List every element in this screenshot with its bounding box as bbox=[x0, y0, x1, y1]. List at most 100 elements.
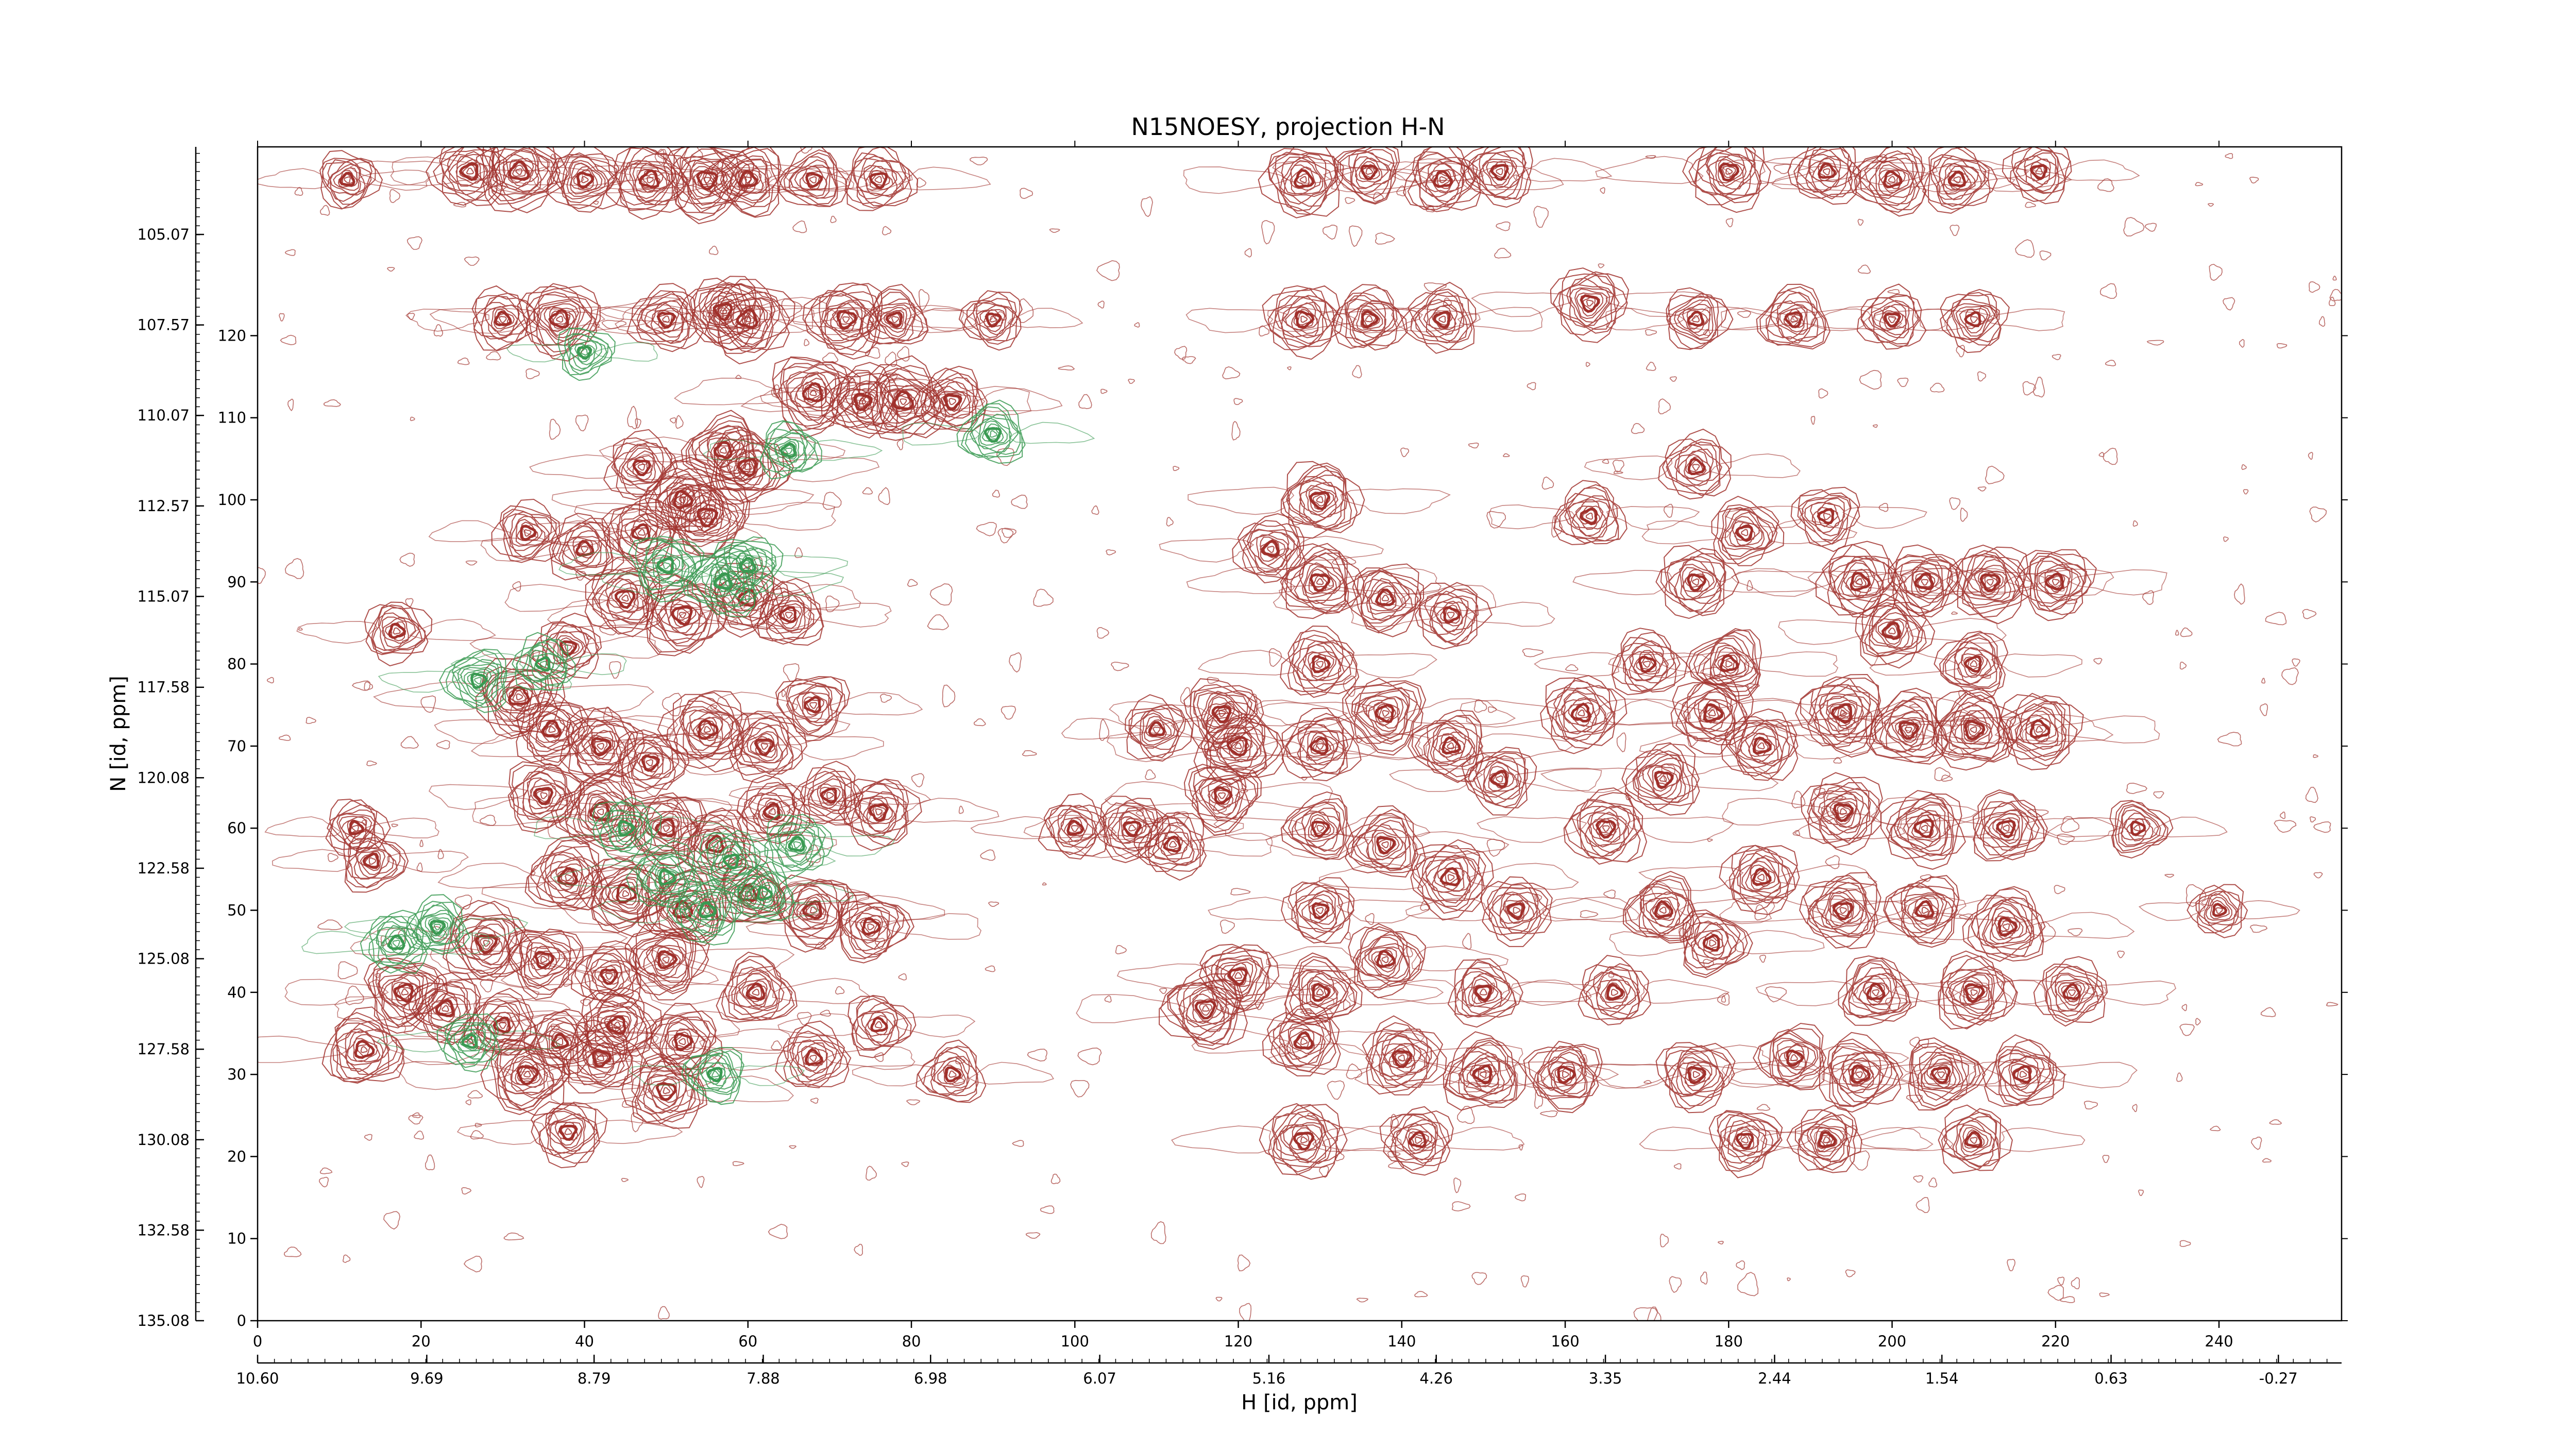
contour-peak bbox=[334, 972, 571, 1046]
contour-peak bbox=[671, 774, 877, 845]
chart-title: N15NOESY, projection H-N bbox=[1131, 113, 1445, 141]
contour-peak-negative bbox=[377, 1013, 561, 1073]
contour-peak bbox=[2047, 800, 2228, 859]
contour-peak bbox=[712, 147, 913, 207]
contour-peak bbox=[705, 676, 923, 742]
contour-peak bbox=[650, 711, 884, 784]
contour-peak bbox=[791, 283, 995, 345]
contour-peak bbox=[1023, 796, 1244, 863]
contour-peak bbox=[1185, 285, 1423, 360]
contour-peak-negative bbox=[506, 327, 658, 381]
contour-peak-negative bbox=[600, 545, 844, 618]
x-ppm-tick-label: 2.44 bbox=[1758, 1370, 1791, 1387]
contour-peak-negative bbox=[705, 814, 895, 880]
contour-peak bbox=[1104, 764, 1333, 836]
contour-peak bbox=[1595, 147, 1861, 213]
y-ppm-tick-label: 135.08 bbox=[138, 1312, 190, 1329]
x-index-tick-label: 40 bbox=[575, 1333, 594, 1350]
contour-peak bbox=[1191, 1001, 1425, 1076]
contour-peak bbox=[1405, 876, 1628, 947]
contour-peak bbox=[1934, 549, 2167, 621]
contour-peak bbox=[1771, 147, 2015, 217]
contour-peak bbox=[264, 798, 439, 857]
contour-peak bbox=[1213, 791, 1431, 861]
contour-peak bbox=[1724, 486, 1927, 552]
y-ppm-tick-label: 132.58 bbox=[138, 1221, 190, 1239]
contour-peak bbox=[1443, 1040, 1688, 1114]
contour-peak bbox=[1778, 593, 2007, 669]
x-index-tick-label: 160 bbox=[1551, 1333, 1579, 1350]
y-index-tick-label: 80 bbox=[227, 655, 246, 673]
contour-peak bbox=[678, 578, 892, 646]
contour-peak-negative bbox=[628, 1047, 805, 1105]
contour-peak bbox=[970, 793, 1178, 860]
y-index-tick-label: 120 bbox=[218, 327, 246, 344]
contour-peak bbox=[1351, 582, 1555, 650]
contour-peak bbox=[1638, 845, 1877, 915]
y-ppm-tick-label: 110.07 bbox=[138, 407, 190, 424]
contour-peak bbox=[708, 282, 964, 360]
contour-peak-negative bbox=[902, 399, 1095, 464]
x-index-tick-label: 200 bbox=[1878, 1333, 1906, 1350]
contour-peak bbox=[1389, 747, 1602, 816]
y-index-tick-label: 70 bbox=[227, 737, 246, 755]
contour-peak bbox=[1584, 428, 1801, 500]
x-ppm-tick-label: 4.26 bbox=[1419, 1370, 1453, 1387]
contour-peak-negative bbox=[344, 894, 529, 955]
contour-peak bbox=[547, 1053, 794, 1129]
contour-peak bbox=[396, 1032, 660, 1116]
contour-peak-negative bbox=[679, 861, 854, 921]
contour-peak-negative bbox=[534, 797, 731, 863]
y-index-tick-label: 10 bbox=[227, 1230, 246, 1248]
contour-peak bbox=[1460, 675, 1711, 754]
y-ppm-tick-label: 127.58 bbox=[138, 1040, 190, 1058]
contour-peak-negative bbox=[702, 420, 883, 480]
x-ppm-tick-label: 8.79 bbox=[578, 1370, 611, 1387]
y-index-tick-label: 110 bbox=[218, 409, 246, 427]
y-ppm-tick-label: 115.07 bbox=[138, 587, 190, 605]
contour-peak bbox=[745, 891, 982, 964]
contour-peak bbox=[1869, 631, 2082, 701]
contour-peak bbox=[1391, 147, 1613, 208]
contour-peak bbox=[1061, 694, 1255, 762]
x-ppm-tick-label: -0.27 bbox=[2259, 1370, 2298, 1387]
contour-peak bbox=[1775, 687, 2032, 765]
contour-peak bbox=[390, 147, 667, 213]
y-ppm-tick-label: 120.08 bbox=[138, 769, 190, 786]
contour-peak bbox=[1542, 871, 1775, 944]
contour-peak bbox=[373, 654, 654, 739]
contour-peak bbox=[1608, 628, 1839, 702]
peak-contours bbox=[258, 147, 2300, 1180]
x-ppm-tick-label: 1.54 bbox=[1925, 1370, 1959, 1387]
contour-peak bbox=[1329, 710, 1573, 783]
contour-peak bbox=[640, 951, 871, 1023]
x-index-tick-label: 120 bbox=[1224, 1333, 1252, 1350]
y-index-tick-label: 50 bbox=[227, 901, 246, 919]
contour-peak bbox=[759, 355, 1032, 441]
contour-peak bbox=[258, 150, 430, 210]
contour-peak bbox=[428, 761, 661, 833]
contour-peak bbox=[1894, 789, 2123, 862]
contour-peak bbox=[674, 356, 943, 439]
contour-peak bbox=[1700, 673, 1979, 758]
contour-peak bbox=[1860, 1104, 2086, 1174]
contour-peak bbox=[1331, 147, 1564, 212]
contour-peak bbox=[1722, 772, 1979, 855]
contour-peak bbox=[1900, 1034, 2138, 1107]
y-index-tick-label: 100 bbox=[218, 491, 246, 509]
contour-peak bbox=[598, 276, 838, 351]
contour-peak-negative bbox=[450, 632, 627, 691]
contour-peak bbox=[2138, 884, 2300, 938]
contour-peak bbox=[296, 601, 496, 667]
y-index-tick-label: 0 bbox=[237, 1312, 246, 1329]
x-index-tick-label: 180 bbox=[1715, 1333, 1743, 1350]
contour-peak bbox=[1208, 877, 1430, 945]
contour-peak bbox=[1076, 964, 1335, 1050]
contour-peak bbox=[1874, 289, 2065, 353]
contour-peak bbox=[1577, 1042, 1820, 1114]
contour-peak bbox=[1792, 283, 1994, 350]
x-ppm-tick-label: 6.98 bbox=[914, 1370, 947, 1387]
contour-peak bbox=[405, 285, 606, 352]
x-index-tick-label: 240 bbox=[2205, 1333, 2233, 1350]
